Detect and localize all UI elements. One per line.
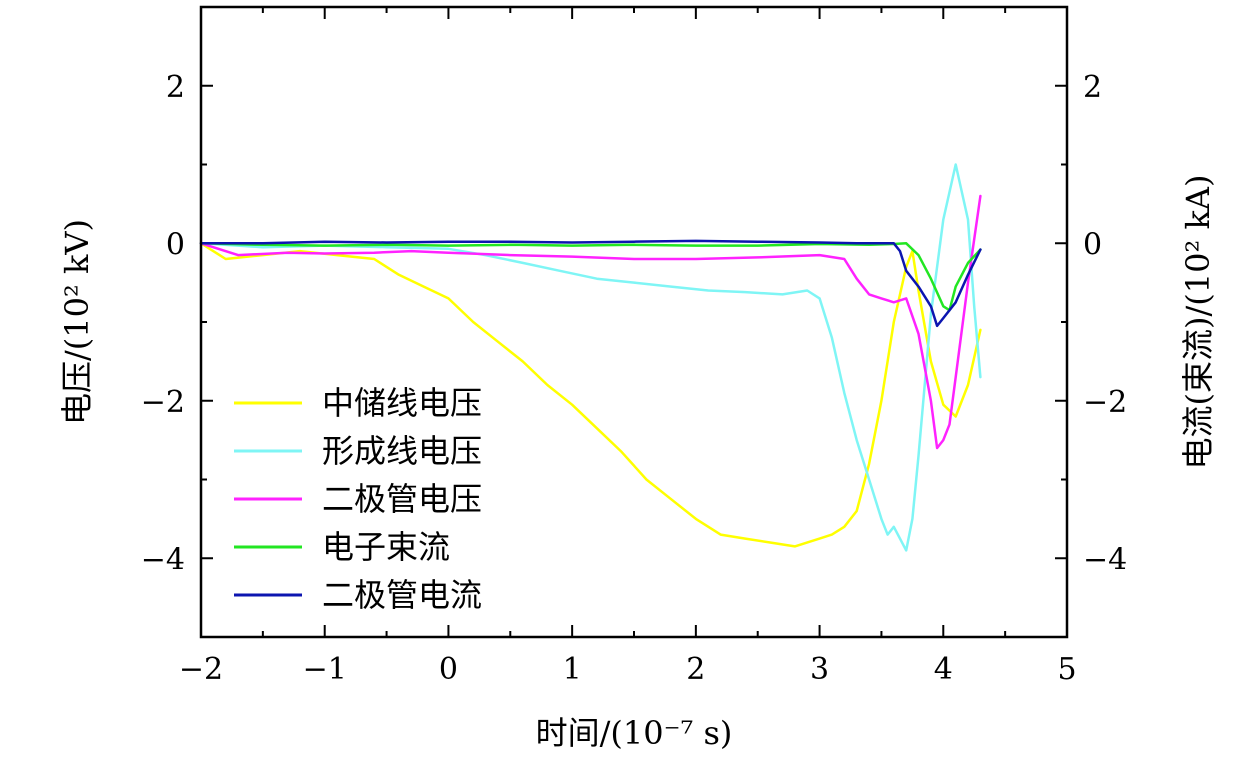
y-tick-label-right: 0 (1083, 227, 1102, 262)
series-line-1 (199, 242, 982, 548)
y-tick-label-left: 2 (166, 70, 185, 105)
x-axis-title: 时间/(10⁻⁷ s) (536, 714, 733, 752)
y-tick-label-right: 2 (1083, 70, 1102, 105)
series-line-5 (199, 239, 982, 328)
legend-label-2: 形成线电压 (322, 432, 482, 470)
plot-frame (199, 5, 1069, 639)
x-tick-label: −2 (179, 652, 223, 687)
legend-label-1: 中储线电压 (322, 384, 482, 422)
x-tick-label: 2 (686, 652, 705, 687)
x-tick-label: 0 (439, 652, 458, 687)
series-line-2 (199, 163, 982, 552)
y-tick-label-right: −2 (1083, 385, 1127, 420)
x-tick-label: 4 (934, 652, 953, 687)
y-tick-label-left: 0 (166, 227, 185, 262)
x-tick-label: 1 (563, 652, 582, 687)
x-tick-label: 5 (1057, 652, 1076, 687)
left-y-axis-title: 电压/(10² kV) (58, 219, 96, 425)
plot-area (199, 163, 982, 552)
y-tick-label-left: −2 (141, 385, 185, 420)
legend-label-4: 电子束流 (322, 528, 450, 566)
series-line-3 (199, 194, 982, 450)
right-y-axis-title: 电流(束流)/(10² kA) (1179, 175, 1217, 470)
series-line-4 (199, 242, 982, 312)
y-tick-label-right: −4 (1083, 542, 1127, 577)
legend-label-3: 二极管电压 (322, 480, 482, 518)
legend-label-5: 二极管电流 (322, 576, 482, 614)
x-tick-label: −1 (303, 652, 347, 687)
x-tick-label: 3 (810, 652, 829, 687)
axis-ticks: −2 −1 0 1 2 3 4 5 −4 −4 −2 −2 0 0 2 2 (141, 6, 1127, 687)
y-tick-label-left: −4 (141, 542, 185, 577)
